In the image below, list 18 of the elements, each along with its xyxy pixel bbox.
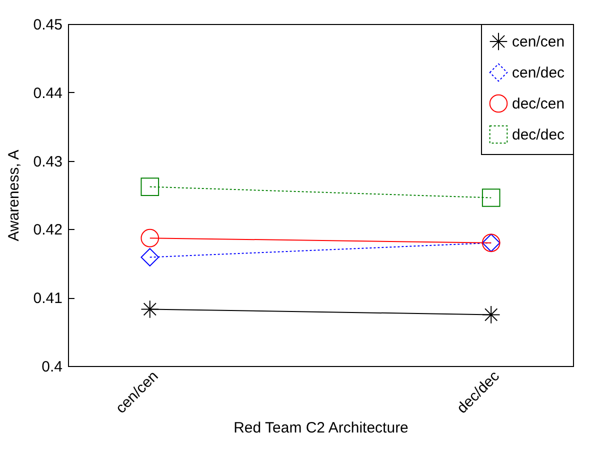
point [140, 248, 160, 266]
y-tick-label: 0.44 [33, 84, 62, 102]
y-tick-label: 0.42 [33, 222, 62, 239]
legend-label: dec/dec [512, 126, 566, 144]
y-axis-title: Awareness, A [5, 150, 22, 242]
legend-label: cen/dec [512, 64, 566, 82]
point [482, 188, 500, 207]
point [140, 178, 160, 196]
y-tick-label: 0.43 [33, 153, 62, 170]
x-axis-title: Red Team C2 Architecture [234, 419, 408, 436]
point [140, 228, 160, 248]
point [140, 300, 160, 318]
legend-label: cen/cen [512, 34, 565, 50]
y-tick-label: 0.41 [33, 290, 62, 308]
point [482, 306, 500, 324]
y-tick-label: 0.4 [42, 358, 62, 376]
y-tick-label: 0.45 [33, 16, 62, 34]
legend-label: dec/cen [512, 96, 565, 112]
